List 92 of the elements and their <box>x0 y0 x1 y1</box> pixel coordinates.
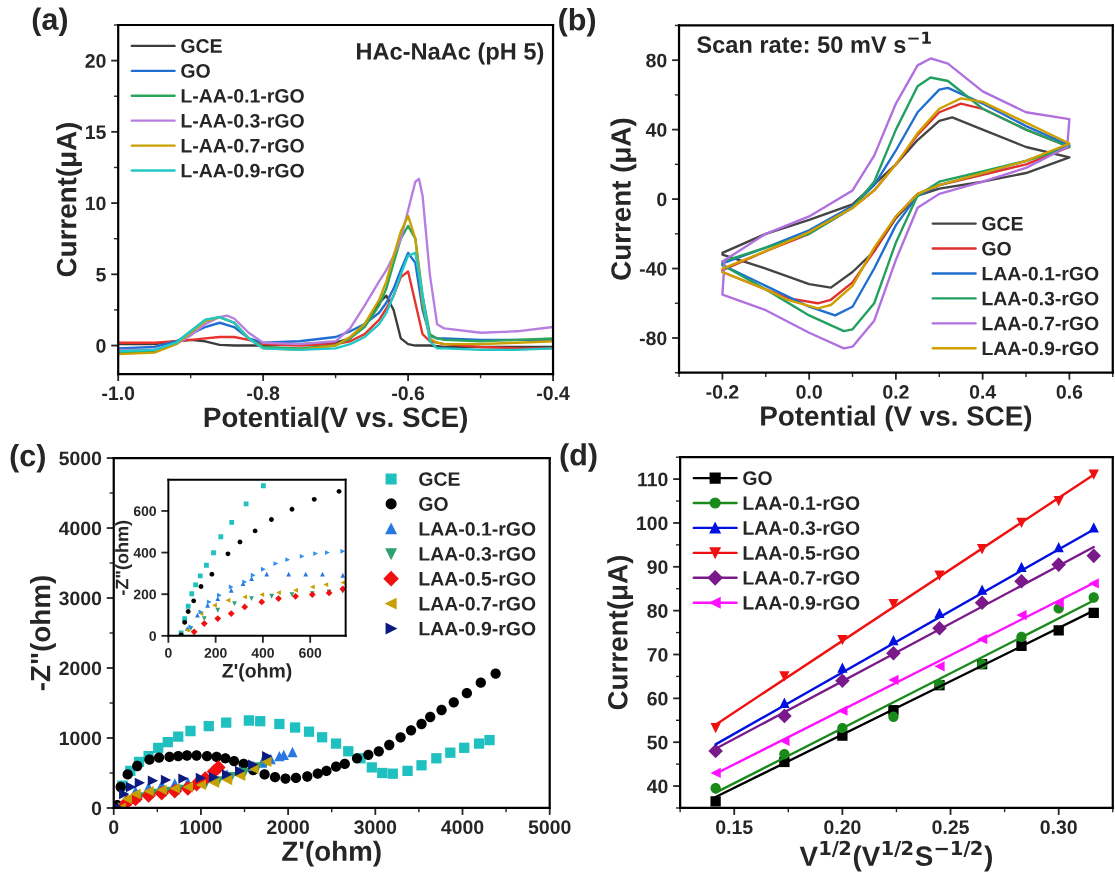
legend-label: L-AA-0.9-rGO <box>181 163 304 178</box>
legend-label: L-AA-0.1-rGO <box>181 88 304 103</box>
y-tick-label: 0 <box>96 339 106 353</box>
y-axis-title: -Z"(ohm) <box>115 520 132 595</box>
x-tick-label: -0.8 <box>247 386 280 401</box>
annotation: HAc-NaAc (pH 5) <box>357 42 544 65</box>
y-tick-label: 80 <box>647 604 668 618</box>
y-axis-title: -Z"(ohm) <box>30 576 56 691</box>
y-tick-label: -80 <box>639 331 667 346</box>
y-axis-title: Current (μA) <box>610 118 637 280</box>
x-tick-label: 200 <box>204 648 227 658</box>
legend-label: LAA-0.9-rGO <box>982 341 1099 356</box>
y-tick-label: 200 <box>133 589 156 600</box>
x-tick-label: 0 <box>165 648 172 658</box>
y-axis-title: Current(μA) <box>56 122 82 277</box>
legend-label: L-AA-0.3-rGO <box>181 113 304 128</box>
y-tick-label: 70 <box>647 647 668 662</box>
legend-label: GO <box>743 471 772 486</box>
x-tick-label: 0.25 <box>932 820 969 835</box>
x-axis-title: Potential (V vs. SCE) <box>761 405 1032 432</box>
legend-label: LAA-0.5-rGO <box>743 546 860 560</box>
legend-label: LAA-0.7-rGO <box>419 596 536 611</box>
y-tick-label: 2000 <box>59 661 102 676</box>
y-tick-label: 1000 <box>59 731 102 746</box>
y-tick-label: 10 <box>85 196 106 211</box>
y-tick-label: 50 <box>647 735 668 750</box>
legend-label: LAA-0.5-rGO <box>419 571 536 586</box>
x-tick-label: 0.4 <box>969 385 997 399</box>
x-tick-label: 0.20 <box>824 820 861 835</box>
legend-label: LAA-0.3-rGO <box>419 546 536 561</box>
x-tick-label: 0.0 <box>796 385 822 399</box>
legend-label: GCE <box>181 39 222 53</box>
x-tick-label: 0.15 <box>716 820 753 835</box>
y-tick-label: -40 <box>639 262 667 276</box>
text: (b) <box>559 8 596 37</box>
y-tick-label: 15 <box>85 125 106 140</box>
legend-label: GCE <box>982 216 1023 231</box>
legend-label: LAA-0.1-rGO <box>982 266 1099 281</box>
x-axis-title: Z'(ohm) <box>222 663 292 682</box>
y-tick-label: 3000 <box>59 591 102 606</box>
x-axis-title: V$^{1/2}$(V$^{1/2}$S$^{−1/2}$) <box>799 840 992 872</box>
y-tick-label: 80 <box>646 53 667 68</box>
legend-label: GO <box>982 241 1011 256</box>
y-tick-label: 5000 <box>59 451 102 466</box>
x-tick-label: 600 <box>299 648 322 658</box>
y-tick-label: 40 <box>645 123 667 137</box>
legend-label: LAA-0.1-rGO <box>419 522 536 536</box>
legend-label: LAA-0.3-rGO <box>743 521 860 535</box>
x-tick-label: 400 <box>251 648 274 658</box>
x-tick-label: 3000 <box>354 820 397 835</box>
y-tick-label: 90 <box>647 560 668 575</box>
x-tick-label: 0.30 <box>1040 820 1077 835</box>
legend-label: LAA-0.7-rGO <box>743 571 860 585</box>
legend-label: LAA-0.9-rGO <box>419 621 536 636</box>
text: (c) <box>10 444 45 473</box>
y-tick-label: 0 <box>149 631 156 641</box>
y-tick-label: 400 <box>133 547 156 558</box>
x-tick-label: 4000 <box>441 820 484 835</box>
annotation: Scan rate: 50 mV s$^{−1}$ <box>697 31 931 54</box>
x-tick-label: 5000 <box>528 820 571 835</box>
x-tick-label: 0 <box>109 820 119 835</box>
text: (a) <box>32 7 68 37</box>
legend-label: LAA-0.1-rGO <box>743 496 860 511</box>
y-tick-label: 60 <box>647 691 668 706</box>
legend-label: GO <box>419 497 448 511</box>
y-tick-label: 100 <box>637 516 668 531</box>
legend-label: LAA-0.9-rGO <box>743 595 860 610</box>
y-tick-label: 0 <box>657 192 667 207</box>
x-tick-label: -1.0 <box>102 386 135 401</box>
x-axis-title: Potential(V vs. SCE) <box>204 406 467 433</box>
y-tick-label: 5 <box>96 267 106 282</box>
legend-label: GCE <box>419 472 460 486</box>
x-tick-label: -0.4 <box>537 386 570 401</box>
x-tick-label: -0.2 <box>706 385 739 399</box>
y-tick-label: 0 <box>91 801 102 816</box>
x-axis-title: Z'(ohm) <box>282 840 381 867</box>
x-tick-label: 1000 <box>180 820 222 835</box>
y-tick-label: 40 <box>647 779 668 794</box>
x-tick-label: 2000 <box>267 820 309 835</box>
legend-label: L-AA-0.7-rGO <box>181 138 304 153</box>
text: (d) <box>560 443 597 472</box>
y-tick-label: 600 <box>133 506 156 517</box>
y-tick-label: 110 <box>638 472 668 487</box>
x-tick-label: -0.6 <box>392 386 425 401</box>
y-tick-label: 20 <box>85 54 106 68</box>
legend-label: GO <box>181 64 210 78</box>
x-tick-label: 0.2 <box>883 385 909 399</box>
y-axis-title: Current(μA) <box>607 556 634 710</box>
legend-label: LAA-0.3-rGO <box>982 291 1099 306</box>
legend-label: LAA-0.7-rGO <box>982 316 1099 331</box>
y-tick-label: 4000 <box>58 521 102 536</box>
x-tick-label: 0.6 <box>1056 385 1083 399</box>
